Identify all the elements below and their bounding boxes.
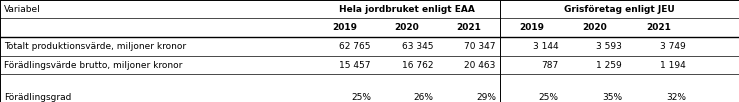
Text: 787: 787: [542, 60, 559, 70]
Text: 15 457: 15 457: [339, 60, 371, 70]
Text: 25%: 25%: [539, 93, 559, 102]
Text: Förädlingsgrad: Förädlingsgrad: [4, 93, 71, 102]
Text: 2019: 2019: [520, 23, 544, 32]
Text: 2020: 2020: [394, 23, 419, 32]
Text: 62 765: 62 765: [339, 42, 371, 51]
Text: 20 463: 20 463: [465, 60, 496, 70]
Text: 25%: 25%: [351, 93, 371, 102]
Text: Hela jordbruket enligt EAA: Hela jordbruket enligt EAA: [339, 5, 475, 14]
Text: 26%: 26%: [413, 93, 433, 102]
Text: 63 345: 63 345: [401, 42, 433, 51]
Text: Grisföretag enligt JEU: Grisföretag enligt JEU: [565, 5, 675, 14]
Text: 2021: 2021: [457, 23, 481, 32]
Text: Totalt produktionsvärde, miljoner kronor: Totalt produktionsvärde, miljoner kronor: [4, 42, 185, 51]
Text: Variabel: Variabel: [4, 5, 41, 14]
Text: 35%: 35%: [602, 93, 622, 102]
Text: 1 194: 1 194: [660, 60, 686, 70]
Text: 1 259: 1 259: [596, 60, 622, 70]
Text: 2021: 2021: [646, 23, 671, 32]
Text: 3 593: 3 593: [596, 42, 622, 51]
Text: 3 144: 3 144: [533, 42, 559, 51]
Text: 2020: 2020: [582, 23, 607, 32]
Text: 32%: 32%: [666, 93, 686, 102]
Text: 2019: 2019: [333, 23, 357, 32]
Text: 29%: 29%: [476, 93, 496, 102]
Text: 3 749: 3 749: [660, 42, 686, 51]
Text: Förädlingsvärde brutto, miljoner kronor: Förädlingsvärde brutto, miljoner kronor: [4, 60, 182, 70]
Text: 70 347: 70 347: [464, 42, 496, 51]
Text: 16 762: 16 762: [401, 60, 433, 70]
